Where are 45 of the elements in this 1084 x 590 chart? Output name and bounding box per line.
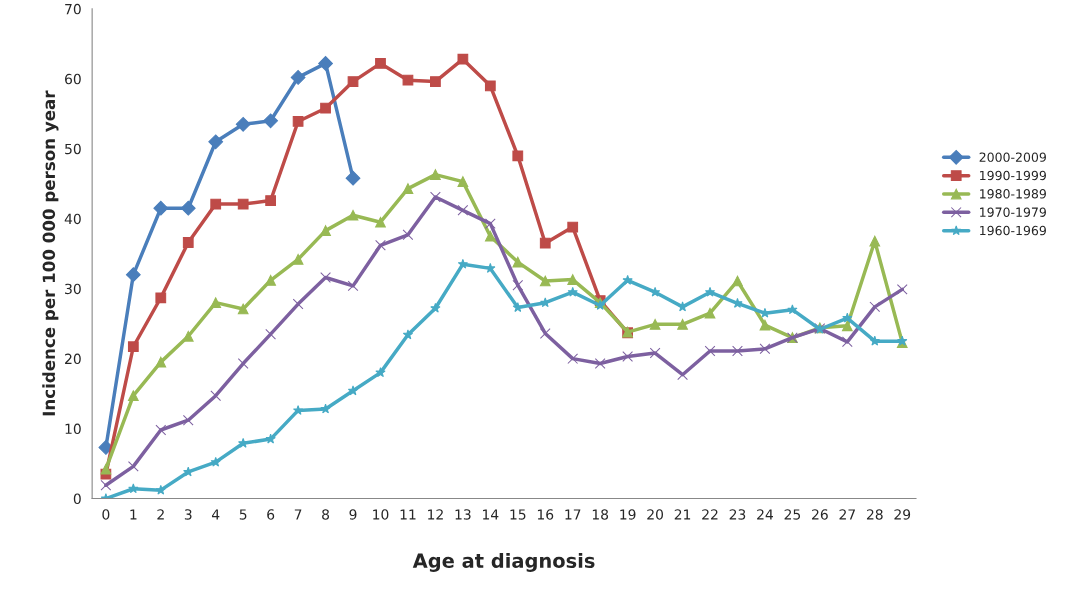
- x-tick-label: 17: [565, 509, 581, 520]
- x-tick-label: 2: [157, 509, 164, 520]
- x-tick-label: 0: [102, 509, 110, 520]
- y-tick-label: 30: [65, 283, 81, 295]
- x-tick-label: 14: [483, 509, 499, 520]
- x-tick-label: 11: [400, 509, 416, 520]
- x-tick-label: 1: [130, 509, 137, 520]
- x-tick-label: 25: [784, 509, 801, 520]
- x-tick-label: 3: [184, 509, 192, 520]
- y-tick-label: 70: [65, 3, 81, 15]
- x-tick-label: 27: [839, 509, 855, 520]
- x-tick-label: 21: [674, 509, 691, 520]
- x-tick-label: 5: [239, 509, 247, 520]
- legend-label: 2000-2009: [979, 152, 1046, 162]
- y-tick-label: 10: [65, 423, 81, 435]
- y-tick-label: 20: [65, 353, 81, 365]
- x-tick-label: 23: [729, 509, 746, 520]
- x-tick-label: 20: [647, 509, 664, 520]
- x-tick-label: 10: [373, 509, 389, 520]
- x-tick-label: 15: [510, 509, 526, 520]
- x-tick-label: 4: [211, 509, 220, 520]
- legend-label: 1990-1999: [980, 170, 1046, 181]
- x-tick-label: 7: [294, 509, 302, 520]
- x-tick-label: 6: [267, 509, 275, 520]
- y-axis-title: Incidence per 100 000 person year: [42, 90, 59, 416]
- x-tick-label: 12: [428, 509, 443, 520]
- x-tick-label: 9: [349, 509, 357, 520]
- x-tick-label: 28: [866, 509, 883, 520]
- x-tick-label: 24: [757, 509, 773, 520]
- y-tick-label: 40: [64, 213, 81, 225]
- y-tick-label: 60: [65, 73, 81, 85]
- y-tick-label: 50: [65, 143, 81, 155]
- x-tick-label: 19: [620, 509, 636, 520]
- legend-label: 1970-1979: [980, 207, 1046, 217]
- x-tick-label: 13: [455, 509, 471, 520]
- x-tick-label: 26: [812, 509, 828, 520]
- y-tick-label: 0: [73, 493, 81, 505]
- x-tick-label: 22: [702, 509, 718, 520]
- legend-label: 1980-1989: [980, 189, 1046, 199]
- x-axis-title: Age at diagnosis: [412, 552, 595, 572]
- x-tick-label: 16: [537, 509, 554, 520]
- x-tick-label: 18: [592, 509, 609, 520]
- legend-label: 1960-1969: [980, 225, 1046, 236]
- x-tick-label: 8: [322, 509, 330, 520]
- x-tick-label: 29: [894, 509, 911, 520]
